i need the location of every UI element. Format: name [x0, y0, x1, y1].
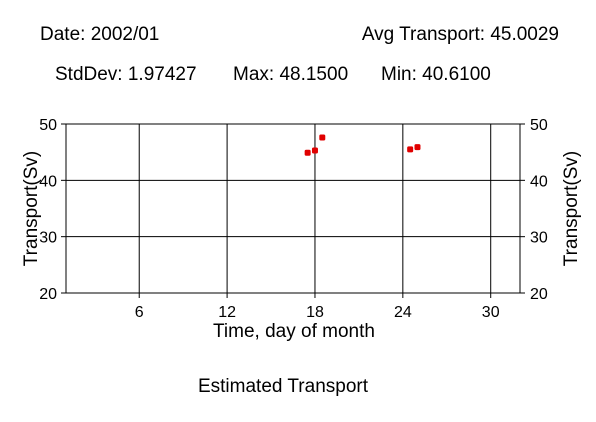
- x-tick-label: 12: [218, 304, 236, 321]
- y-axis-label-left: Transport(Sv): [21, 151, 42, 266]
- avg-transport-label: Avg Transport: 45.0029: [361, 24, 559, 45]
- y-tick-label-left: 50: [39, 117, 57, 134]
- y-tick-label-right: 30: [530, 230, 548, 247]
- grid: [66, 123, 520, 294]
- data-point: [319, 134, 326, 141]
- data-point: [304, 149, 311, 156]
- data-point: [414, 144, 421, 151]
- y-tick-label-left: 20: [39, 286, 57, 303]
- x-axis-label: Time, day of month: [213, 321, 375, 342]
- x-tick-label: 24: [394, 304, 412, 321]
- chart-title: Estimated Transport: [198, 376, 369, 397]
- y-tick-label-right: 40: [530, 173, 548, 190]
- y-axis-label-right: Transport(Sv): [561, 151, 582, 266]
- y-tick-label-right: 20: [530, 286, 548, 303]
- max-label: Max: 48.1500: [233, 64, 349, 85]
- x-tick-label: 6: [135, 304, 144, 321]
- stddev-label: StdDev: 1.97427: [55, 64, 197, 85]
- min-label: Min: 40.6100: [381, 64, 491, 85]
- plot-frame: [65, 123, 521, 294]
- tick-marks: [61, 123, 525, 298]
- data-point: [311, 147, 318, 154]
- y-tick-label-left: 30: [39, 230, 57, 247]
- date-label: Date: 2002/01: [40, 24, 160, 45]
- data-point: [407, 146, 414, 153]
- data-points: [304, 134, 421, 156]
- x-tick-label: 18: [306, 304, 324, 321]
- y-tick-label-right: 50: [530, 117, 548, 134]
- x-tick-label: 30: [482, 304, 500, 321]
- tick-labels: 6 12 18 24 30 20 20 30 30 40 40 50 50: [39, 117, 548, 321]
- y-tick-label-left: 40: [39, 173, 57, 190]
